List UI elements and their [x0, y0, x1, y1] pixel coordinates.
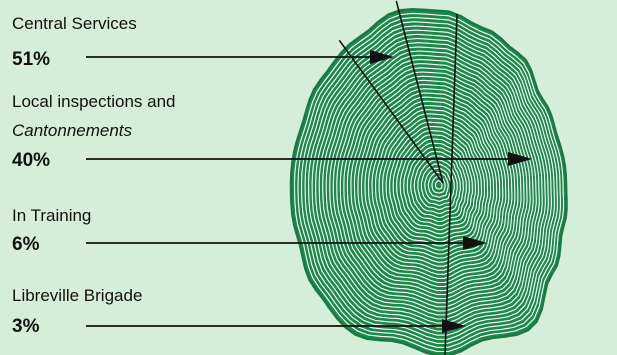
growth-ring [434, 180, 443, 190]
slice-value-libreville-brigade: 3% [12, 316, 40, 337]
growth-ring [357, 88, 510, 279]
growth-ring [332, 58, 531, 308]
growth-ring [367, 100, 501, 267]
growth-ring [315, 37, 546, 328]
growth-ring [293, 12, 565, 353]
growth-ring [346, 75, 519, 292]
slice-label-in-training: In Training [12, 206, 91, 225]
growth-ring [350, 79, 516, 288]
growth-ring [308, 29, 552, 336]
growth-ring [336, 63, 528, 304]
growth-ring [396, 134, 476, 235]
growth-ring [304, 25, 555, 340]
growth-ring [297, 17, 561, 348]
growth-ring [318, 42, 543, 324]
slice-label-cantonnements: Cantonnements [12, 121, 133, 140]
growth-ring [406, 146, 467, 223]
growth-ring [364, 96, 504, 271]
growth-ring [311, 33, 549, 332]
trunk-outline [289, 7, 568, 355]
slice-divider-2 [395, 0, 444, 184]
growth-ring [371, 104, 498, 263]
growth-ring [301, 21, 558, 344]
slice-value-local-inspections: 40% [12, 150, 50, 171]
growth-ring [360, 92, 507, 275]
growth-ring [427, 171, 449, 198]
growth-ring [403, 142, 470, 227]
arrow-central-services [86, 50, 394, 64]
arrow-in-training [86, 236, 487, 250]
growth-ring [353, 83, 513, 284]
slice-label-central-services: Central Services [12, 14, 137, 33]
growth-ring [322, 46, 540, 320]
growth-ring [424, 167, 452, 202]
growth-ring [399, 138, 473, 231]
growth-rings [291, 9, 567, 355]
slice-label-local-inspections: Local inspections and [12, 92, 176, 111]
growth-ring [392, 130, 480, 239]
growth-ring [389, 125, 483, 243]
pointer-arrows [86, 50, 532, 333]
slice-value-in-training: 6% [12, 234, 40, 255]
growth-ring [329, 54, 534, 312]
growth-ring [325, 50, 537, 316]
growth-ring [385, 121, 486, 247]
arrow-libreville-brigade [86, 319, 466, 333]
growth-ring [431, 176, 446, 194]
slice-label-libreville-brigade: Libreville Brigade [12, 286, 142, 305]
slice-divider-main [444, 13, 458, 355]
growth-ring [339, 67, 525, 300]
growth-ring [417, 159, 458, 210]
growth-ring [375, 109, 495, 259]
slice-value-central-services: 51% [12, 49, 50, 70]
arrow-local-inspections [86, 152, 532, 166]
growth-ring [343, 71, 522, 296]
tree-trunk-cross-section [289, 0, 568, 355]
